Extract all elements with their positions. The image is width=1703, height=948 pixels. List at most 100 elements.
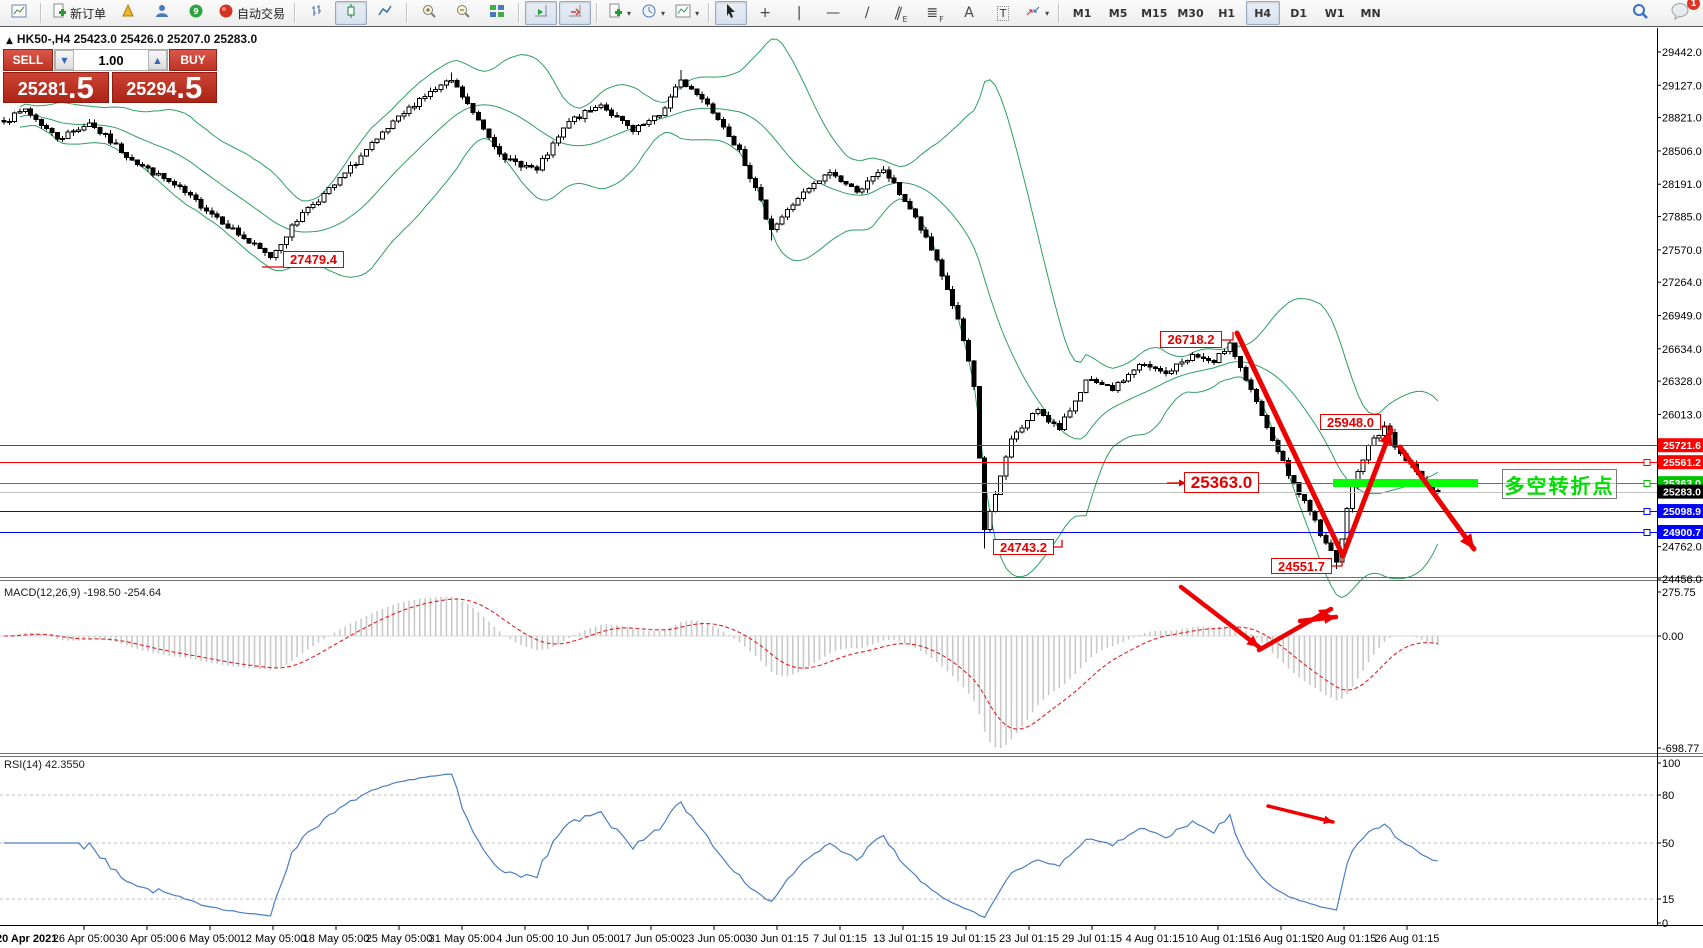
cursor-tool-button[interactable] [715, 1, 748, 25]
horizontal-line-tool-button[interactable]: — [817, 1, 849, 25]
indicators-menu-button[interactable]: ▾ [603, 1, 635, 25]
volume-increase-button[interactable]: ▲ [148, 50, 167, 70]
zoom-out-button[interactable] [447, 1, 479, 25]
dropdown-caret-icon: ▾ [627, 8, 632, 18]
time-tick-label: 7 Jul 01:15 [813, 933, 867, 945]
price-tick-label: 27264.0 [1662, 277, 1702, 289]
panel-separators[interactable] [0, 28, 1703, 926]
new-order-button[interactable]: 新订单 [47, 1, 110, 25]
price-tick-label: 29442.0 [1662, 47, 1702, 59]
fibonacci-tool-button[interactable]: ≣ F [926, 5, 944, 24]
chart-window-icon[interactable] [3, 1, 35, 25]
text-label-tool-button-glyph: T [996, 5, 1010, 21]
svg-text:9: 9 [193, 7, 199, 16]
channel-tool-button[interactable]: ∥ E [892, 4, 908, 24]
price-axis[interactable]: 29442.0 29127.0 28821.0 28506.0 28191.0 27885… [1657, 47, 1703, 586]
chart-window-icon-icon [11, 3, 27, 23]
price-tick-label: 28191.0 [1662, 179, 1702, 191]
auto-trading-button-label: 自动交易 [237, 6, 286, 21]
timeframe-m15-button[interactable]: M15 [1141, 6, 1168, 20]
toolbar-separator [518, 3, 521, 23]
indicators-menu-icon [607, 3, 623, 23]
price-tag-label: 24900.7 [1663, 527, 1701, 539]
notifications-button[interactable]: 1 [1664, 0, 1700, 25]
text-tool-button-glyph: A [964, 5, 974, 21]
timeframe-h1-button[interactable]: H1 [1218, 6, 1236, 20]
macd-tick-label: 275.75 [1662, 587, 1696, 599]
timeframe-mn-button[interactable]: MN [1360, 6, 1381, 20]
search-button[interactable] [1624, 1, 1656, 25]
line-handle [1643, 459, 1651, 466]
price-tick-label: 27570.0 [1662, 245, 1702, 257]
crosshair-tool-button[interactable]: + [749, 1, 781, 25]
trendline-tool-button-glyph: / [864, 5, 870, 21]
price-tick-label: 26634.0 [1662, 344, 1702, 356]
new-order-icon [51, 3, 67, 23]
tile-windows-button[interactable] [481, 1, 513, 25]
toolbar-separator [406, 3, 409, 23]
price-tag [1658, 504, 1703, 519]
chart-canvas[interactable]: 29442.0 29127.0 28821.0 28506.0 28191.0 27885… [0, 28, 1703, 948]
text-tool-button[interactable]: A [953, 1, 985, 25]
volume-decrease-button[interactable]: ▼ [55, 50, 74, 70]
timeframe-m1-button[interactable]: M1 [1072, 6, 1092, 20]
timeframe-d1-button[interactable]: D1 [1290, 6, 1308, 20]
rsi-panel: 100 80 50 15 0 [0, 758, 1680, 930]
bar-chart-icon [309, 3, 325, 23]
timeframe-w1-button[interactable]: W1 [1324, 6, 1345, 20]
chart-shift-icon [567, 3, 583, 23]
chart-shift-button[interactable] [559, 1, 592, 25]
price-tick-label: 29127.0 [1662, 80, 1702, 92]
line-chart-button[interactable] [369, 1, 401, 25]
time-tick-label: 18 May 05:00 [303, 933, 370, 945]
dropdown-caret-icon: ▾ [695, 8, 700, 18]
notification-badge: 1 [1687, 0, 1700, 10]
sell-price[interactable]: 25281.5 [3, 72, 109, 103]
signals-icon-icon: 9 [188, 3, 204, 23]
text-label-tool-button[interactable]: T [987, 1, 1019, 25]
macd-tick-label: 0.00 [1662, 631, 1683, 643]
periods-menu-icon [641, 3, 657, 23]
zoom-in-button[interactable] [413, 1, 445, 25]
cone-icon[interactable] [112, 1, 144, 25]
time-tick-label: 23 Jun 05:00 [682, 933, 746, 945]
time-tick-label: 25 May 05:00 [366, 933, 433, 945]
timeframe-h4-button[interactable]: H4 [1245, 1, 1280, 25]
templates-menu-button[interactable]: ▾ [671, 1, 703, 25]
sell-button[interactable]: SELL [3, 49, 53, 71]
price-annotation[interactable]: 25363.0 [1184, 472, 1259, 493]
bollinger-bands [19, 38, 1439, 599]
vertical-line-tool-button[interactable]: | [783, 1, 815, 25]
time-tick-label: 26 Apr 05:00 [53, 933, 115, 945]
trendline-tool-button[interactable]: / [851, 1, 883, 25]
price-annotation[interactable]: 26718.2 [1160, 331, 1222, 348]
bar-chart-button[interactable] [301, 1, 333, 25]
price-annotation[interactable]: 25948.0 [1320, 414, 1381, 430]
auto-trading-icon [218, 3, 234, 23]
periods-menu-button[interactable]: ▾ [637, 1, 669, 25]
price-annotation[interactable]: 27479.4 [283, 251, 344, 268]
community-icon[interactable] [146, 1, 178, 25]
price-tag [1658, 438, 1703, 453]
arrows-tool-button[interactable]: ▾ [1021, 1, 1053, 25]
buy-button[interactable]: BUY [169, 49, 217, 71]
price-tick-label: 28506.0 [1662, 146, 1702, 158]
buy-price[interactable]: 25294.5 [111, 72, 217, 103]
timeframe-m5-button[interactable]: M5 [1108, 6, 1128, 20]
volume-input[interactable] [74, 50, 148, 70]
time-tick-label: 19 Jul 01:15 [936, 933, 996, 945]
rsi-tick-label: 15 [1662, 894, 1674, 906]
auto-trading-button[interactable]: 自动交易 [214, 1, 289, 25]
signals-icon[interactable]: 9 [180, 1, 212, 25]
trend-arrows[interactable] [1178, 330, 1477, 825]
auto-scroll-button[interactable] [525, 1, 558, 25]
chart-area[interactable]: 29442.0 29127.0 28821.0 28506.0 28191.0 27885… [0, 28, 1703, 948]
candlestick-chart-button[interactable] [335, 1, 368, 25]
price-tag [1658, 484, 1703, 499]
green-level-bar[interactable] [1333, 479, 1478, 488]
price-annotation[interactable]: 24551.7 [1271, 558, 1332, 574]
timeframe-m30-button[interactable]: M30 [1177, 6, 1204, 20]
note-label[interactable]: 多空转折点 [1502, 469, 1617, 499]
price-annotation[interactable]: 24743.2 [993, 539, 1054, 555]
